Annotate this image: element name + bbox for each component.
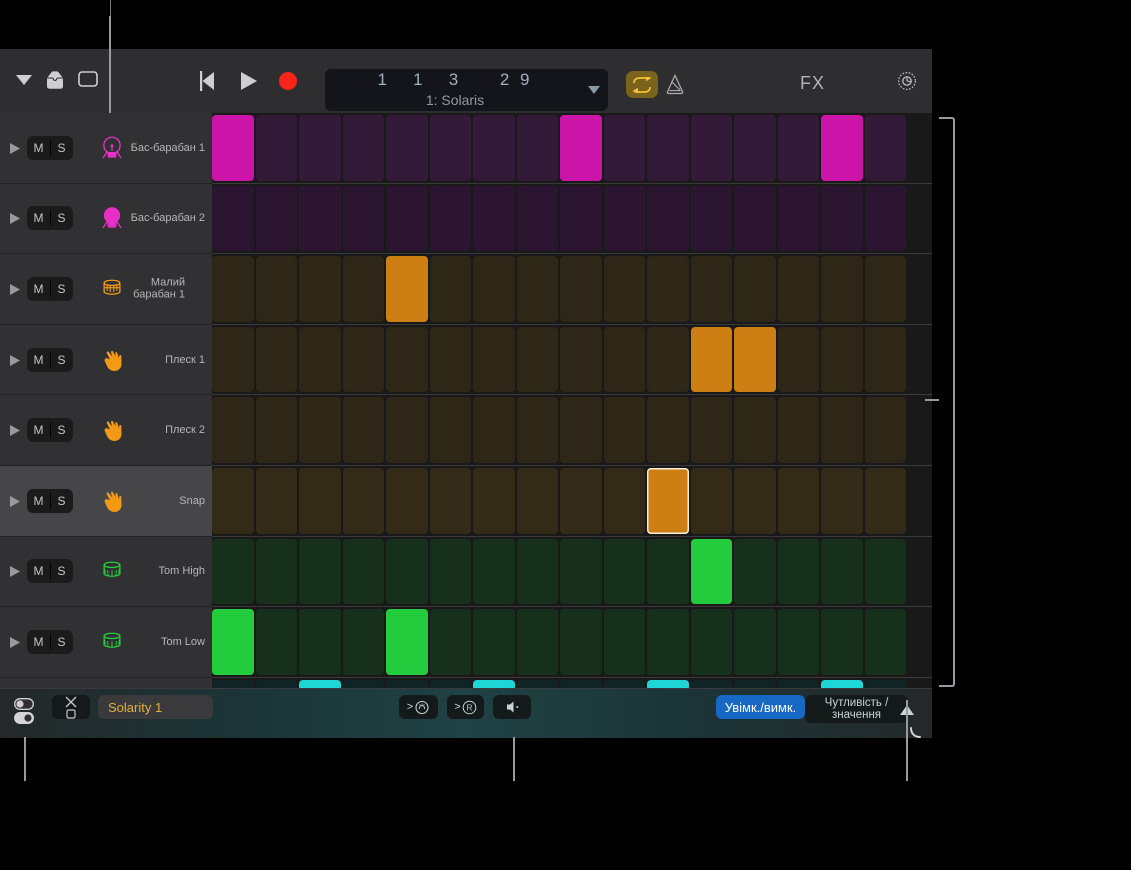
svg-text:R: R bbox=[466, 703, 472, 712]
